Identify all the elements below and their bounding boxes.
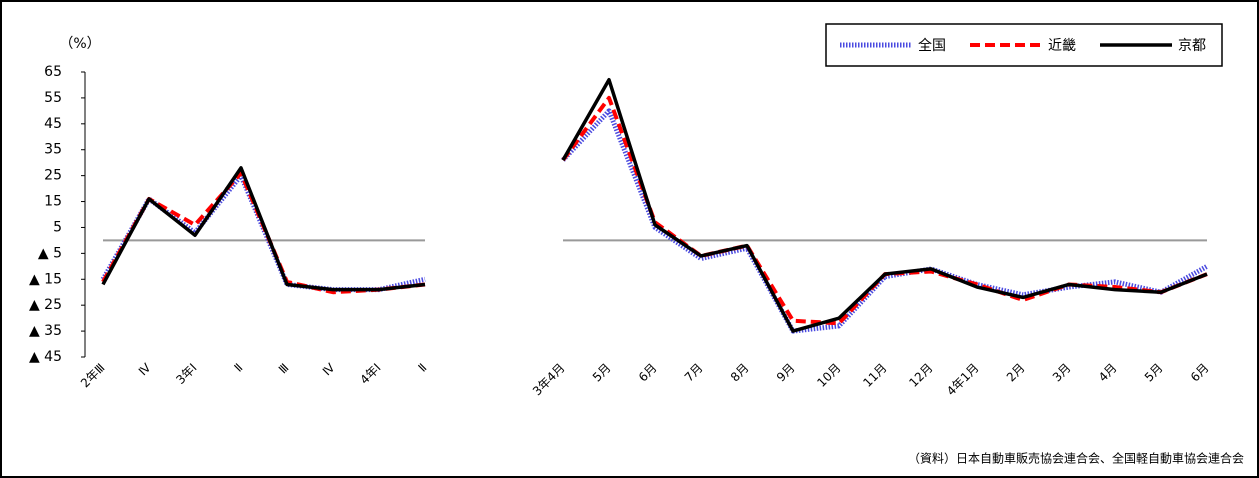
- y-tick-label: ▲ 45: [29, 349, 62, 365]
- unit-label: （%）: [59, 36, 100, 52]
- y-tick-label: 55: [44, 90, 62, 106]
- y-tick-label: ▲ 35: [29, 323, 62, 339]
- legend-label: 全国: [918, 37, 946, 54]
- y-tick-label: 35: [44, 142, 62, 158]
- y-tick-label: 65: [44, 64, 62, 80]
- legend-label: 京都: [1178, 38, 1206, 54]
- y-tick-label: ▲ 5: [38, 245, 62, 261]
- y-tick-label: ▲ 25: [29, 297, 62, 313]
- y-tick-label: 15: [44, 194, 62, 210]
- source-note: （資料）日本自動車販売協会連合会、全国軽自動車協会連合会: [908, 451, 1244, 466]
- y-tick-label: 5: [53, 219, 62, 235]
- y-tick-label: ▲ 15: [29, 271, 62, 287]
- legend: 全国 近畿 京都: [825, 23, 1223, 67]
- legend-label: 近畿: [1048, 38, 1076, 54]
- y-tick-label: 25: [44, 168, 62, 184]
- series-line: [101, 78, 1208, 333]
- y-tick-label: 45: [44, 116, 62, 132]
